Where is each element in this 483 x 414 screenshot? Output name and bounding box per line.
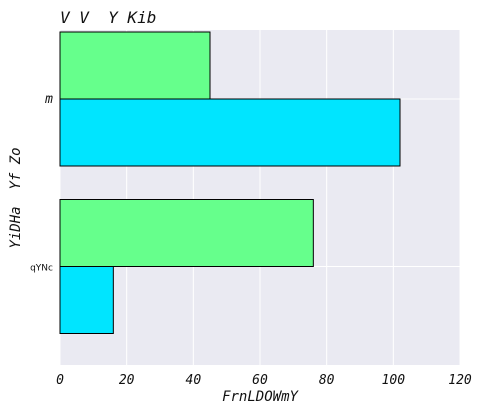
x-tick-label: 60 xyxy=(252,373,268,388)
x-tick-label: 100 xyxy=(382,373,406,388)
bars xyxy=(59,31,401,334)
bar-qYNc-series-1 xyxy=(59,199,314,267)
x-tick-label: 40 xyxy=(186,373,202,388)
x-tick-label: 0 xyxy=(56,373,64,388)
bar-m-series-1 xyxy=(59,31,211,100)
x-tick-labels: 0 20 40 60 80 100 120 xyxy=(56,373,472,388)
y-axis-label: YiDHa Yf Zo xyxy=(8,147,24,248)
x-tick-label: 80 xyxy=(319,373,335,388)
x-tick-label: 20 xyxy=(119,373,135,388)
chart-title: V V Y Kib xyxy=(60,8,156,27)
bar-qYNc-series-2 xyxy=(59,266,114,334)
bar-m-series-2 xyxy=(59,98,401,167)
y-tick-label: qYNc xyxy=(30,264,53,274)
x-tick-label: 120 xyxy=(448,373,472,388)
y-tick-labels: m qYNc xyxy=(30,92,53,274)
y-tick-label: m xyxy=(44,92,53,107)
x-axis-label: FrnLDOWmY xyxy=(222,389,299,405)
